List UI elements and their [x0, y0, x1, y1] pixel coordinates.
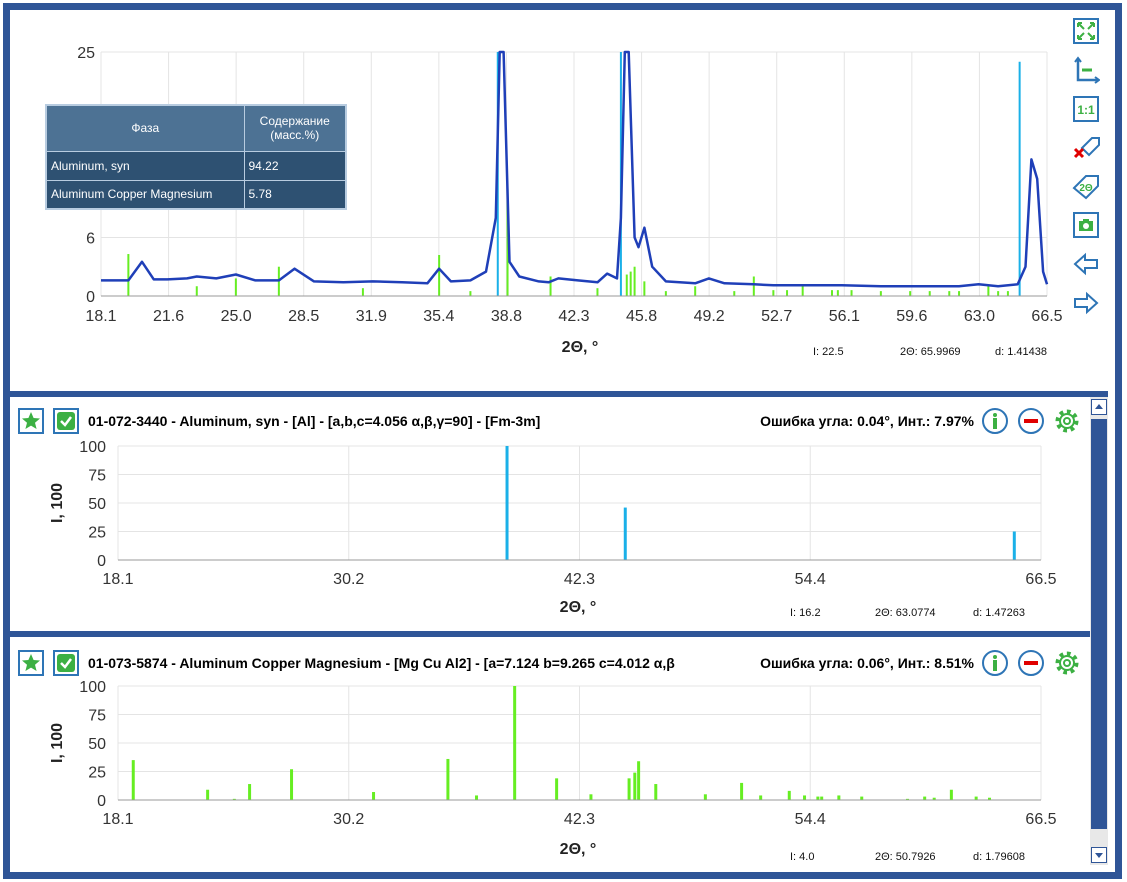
- phase-checkbox[interactable]: [53, 408, 79, 434]
- arrow-left-icon[interactable]: [1072, 250, 1100, 278]
- x-tick-label: 52.7: [761, 308, 792, 325]
- x-tick-label: 25.0: [221, 308, 252, 325]
- x-tick-label: 21.6: [153, 308, 184, 325]
- y-tick-label: 100: [79, 439, 106, 456]
- y-axis-title: I, 100: [49, 723, 66, 763]
- x-tick-label: 42.3: [558, 308, 589, 325]
- main-readout-2theta: 2Θ: 65.9969: [900, 346, 961, 358]
- angle-error-text: Ошибка угла: 0.04°, Инт.: 7.97%: [760, 413, 974, 429]
- phase-name: Aluminum Copper Magnesium: [45, 179, 245, 210]
- one-to-one-label: 1:1: [1077, 103, 1095, 117]
- phase-panel-1: [10, 397, 1090, 631]
- phase-2-stick-chart[interactable]: 18.1 30.2 42.3 54.4 66.5 100 75 50 25 0 I, 100 2Θ…: [0, 672, 1090, 872]
- x-tick-label: 49.2: [694, 308, 725, 325]
- info-icon[interactable]: [980, 406, 1010, 436]
- fit-all-icon[interactable]: [1072, 17, 1100, 45]
- main-x-axis-title: 2Θ, °: [562, 339, 599, 356]
- phase-checkbox[interactable]: [53, 650, 79, 676]
- y-tick-label: 75: [88, 708, 106, 725]
- two-theta-tag-icon[interactable]: 2Θ: [1072, 172, 1100, 200]
- x-tick-label: 35.4: [423, 308, 454, 325]
- x-tick-label: 59.6: [896, 308, 927, 325]
- phase-value: 5.78: [243, 179, 347, 210]
- y-tick-label: 25: [88, 525, 106, 542]
- phase-title: 01-073-5874 - Aluminum Copper Magnesium …: [88, 655, 675, 671]
- readout-d: d: 1.79608: [973, 851, 1025, 863]
- phase-header-2: 01-073-5874 - Aluminum Copper Magnesium …: [18, 649, 1082, 677]
- readout-2theta: 2Θ: 50.7926: [875, 851, 936, 863]
- x-tick-label: 30.2: [333, 571, 364, 588]
- x-tick-label: 31.9: [356, 308, 387, 325]
- pattern-line: [101, 50, 1049, 288]
- y-tick-label: 0: [97, 553, 106, 570]
- x-tick-label: 42.3: [564, 571, 595, 588]
- phase-panel-2: [10, 637, 1090, 867]
- phase-header-1: 01-072-3440 - Aluminum, syn - [Al] - [a,…: [18, 407, 1082, 435]
- y-tick-label: 0: [97, 793, 106, 810]
- phase-value: 94.22: [243, 150, 347, 181]
- phase-content-table: Фаза Содержание (масс.%) Aluminum, syn 9…: [45, 104, 347, 210]
- y-tick-label: 6: [86, 230, 95, 247]
- x-tick-label: 42.3: [564, 811, 595, 828]
- main-pattern-chart[interactable]: 18.1 21.6 25.0 28.5 31.9 35.4 38.8 42.3 45.8 49.2…: [0, 0, 1127, 391]
- y-tick-label: 75: [88, 468, 106, 485]
- y-tick-label: 100: [79, 679, 106, 696]
- x-tick-label: 63.0: [964, 308, 995, 325]
- x-tick-label: 18.1: [85, 308, 116, 325]
- x-tick-label: 66.5: [1025, 571, 1056, 588]
- x-tick-label: 30.2: [333, 811, 364, 828]
- y-tick-label: 50: [88, 736, 106, 753]
- y-tick-label: 25: [77, 45, 95, 62]
- x-axis-title: 2Θ, °: [560, 599, 597, 616]
- favorite-star-icon[interactable]: [18, 408, 44, 434]
- main-readout-i: I: 22.5: [813, 346, 844, 358]
- x-tick-label: 28.5: [288, 308, 319, 325]
- phase-col-header: Фаза: [45, 104, 245, 152]
- x-tick-label: 54.4: [795, 571, 826, 588]
- readout-i: I: 4.0: [790, 851, 814, 863]
- phase-name: Aluminum, syn: [45, 150, 245, 181]
- settings-gear-icon[interactable]: [1052, 648, 1082, 678]
- info-icon[interactable]: [980, 648, 1010, 678]
- x-tick-label: 18.1: [102, 811, 133, 828]
- axes-icon[interactable]: [1072, 56, 1100, 84]
- y-tick-label: 0: [86, 289, 95, 306]
- table-row[interactable]: Aluminum, syn 94.22: [45, 150, 347, 181]
- readout-d: d: 1.47263: [973, 607, 1025, 619]
- vertical-scrollbar[interactable]: [1090, 397, 1108, 865]
- main-readout-d: d: 1.41438: [995, 346, 1047, 358]
- y-tick-label: 25: [88, 765, 106, 782]
- x-tick-label: 18.1: [102, 571, 133, 588]
- x-tick-label: 66.5: [1031, 308, 1062, 325]
- x-tick-label: 56.1: [829, 308, 860, 325]
- scroll-down-icon[interactable]: [1091, 847, 1107, 863]
- y-axis-title: I, 100: [49, 483, 66, 523]
- x-tick-label: 45.8: [626, 308, 657, 325]
- angle-error-text: Ошибка угла: 0.06°, Инт.: 8.51%: [760, 655, 974, 671]
- phase-1-stick-chart[interactable]: 18.1 30.2 42.3 54.4 66.5 100 75 50 25 0 I, 100 2Θ…: [0, 432, 1090, 632]
- camera-icon[interactable]: [1072, 211, 1100, 239]
- scroll-up-icon[interactable]: [1091, 399, 1107, 415]
- readout-i: I: 16.2: [790, 607, 821, 619]
- scroll-thumb[interactable]: [1091, 419, 1107, 829]
- settings-gear-icon[interactable]: [1052, 406, 1082, 436]
- x-tick-label: 38.8: [491, 308, 522, 325]
- two-theta-label: 2Θ: [1079, 183, 1093, 194]
- arrow-right-icon[interactable]: [1072, 289, 1100, 317]
- favorite-star-icon[interactable]: [18, 650, 44, 676]
- readout-2theta: 2Θ: 63.0774: [875, 607, 936, 619]
- x-axis-title: 2Θ, °: [560, 841, 597, 858]
- table-row[interactable]: Aluminum Copper Magnesium 5.78: [45, 179, 347, 210]
- y-tick-label: 50: [88, 496, 106, 513]
- x-tick-label: 66.5: [1025, 811, 1056, 828]
- remove-phase-icon[interactable]: [1016, 648, 1046, 678]
- panel-separator: [10, 631, 1090, 637]
- x-tick-label: 54.4: [795, 811, 826, 828]
- remove-phase-icon[interactable]: [1016, 406, 1046, 436]
- remove-tag-icon[interactable]: [1072, 134, 1100, 162]
- one-to-one-icon[interactable]: 1:1: [1072, 95, 1100, 123]
- panel-separator: [10, 391, 1108, 397]
- phase-title: 01-072-3440 - Aluminum, syn - [Al] - [a,…: [88, 413, 541, 429]
- content-col-header: Содержание (масс.%): [243, 104, 347, 152]
